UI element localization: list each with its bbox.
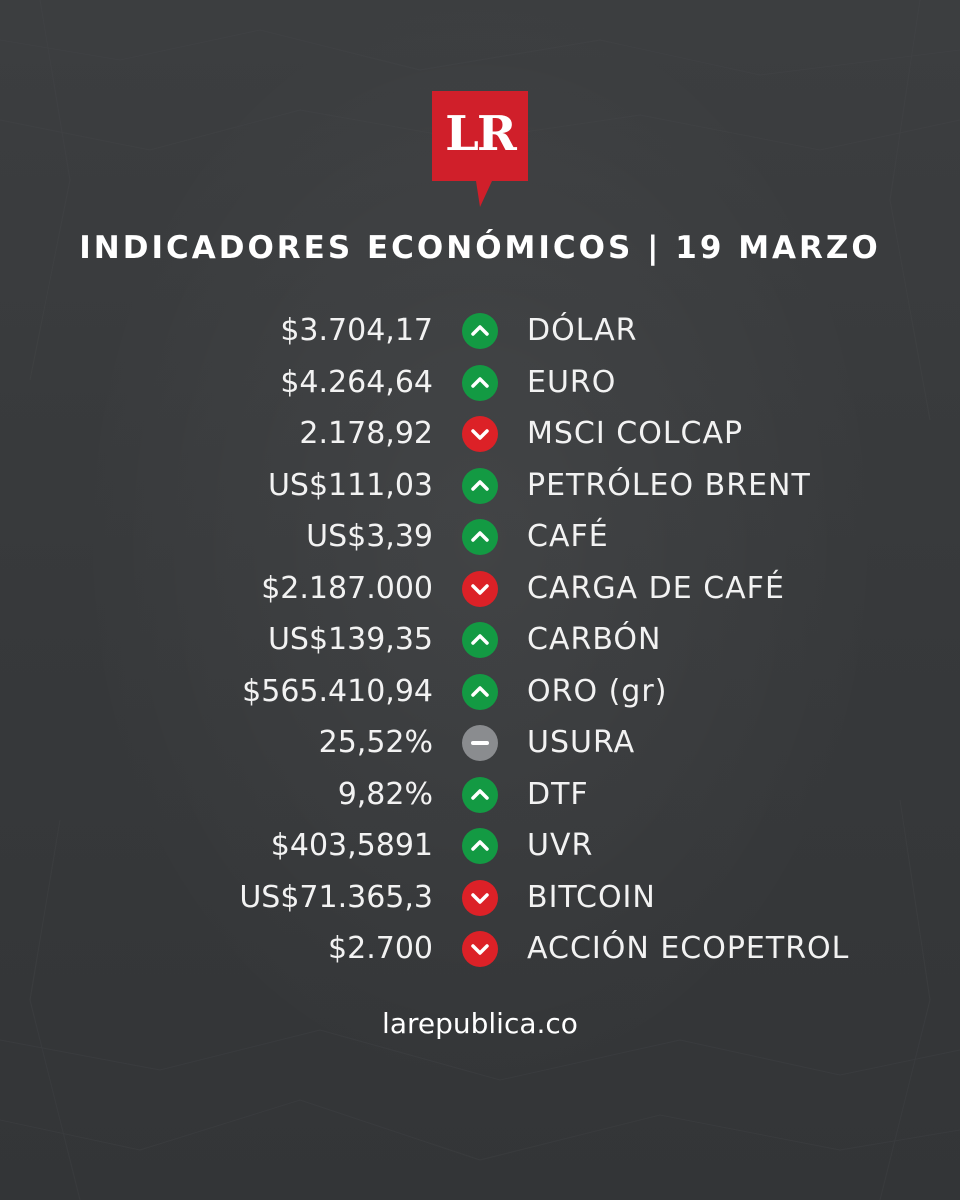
indicator-name: UVR (527, 828, 594, 863)
indicator-value: 25,52% (318, 725, 433, 760)
indicator-row: $3.704,17 DÓLAR (0, 305, 960, 357)
indicator-name: BITCOIN (527, 879, 656, 915)
indicator-row: US$139,35 CARBÓN (0, 614, 960, 666)
arrow-down-icon (462, 879, 498, 916)
indicator-row: 25,52% USURA (0, 717, 960, 769)
indicator-value: $2.187.000 (261, 570, 433, 606)
logo-text: LR (445, 106, 517, 162)
arrow-down-icon (462, 570, 498, 607)
indicator-name: EURO (527, 364, 617, 400)
arrow-down-icon (462, 931, 498, 967)
arrow-up-icon (462, 673, 498, 710)
indicator-name: ORO (gr) (527, 673, 668, 709)
indicator-row: US$3,39 CAFÉ (0, 511, 960, 563)
indicator-value: 2.178,92 (299, 416, 433, 451)
arrow-up-icon (462, 776, 498, 813)
indicator-row: $565.410,94 ORO (gr) (0, 666, 960, 718)
indicator-value: US$111,03 (267, 467, 433, 503)
indicator-value: 9,82% (337, 776, 433, 812)
indicator-row: 9,82% DTF (0, 769, 960, 821)
indicator-name: ACCIÓN ECOPETROL (527, 931, 850, 966)
indicator-row: $403,5891 UVR (0, 820, 960, 872)
indicator-name: MSCI COLCAP (527, 416, 744, 451)
indicator-row: US$71.365,3 BITCOIN (0, 872, 960, 924)
indicator-value: $3.704,17 (280, 313, 433, 348)
indicator-name: USURA (527, 725, 636, 760)
indicator-row: US$111,03 PETRÓLEO BRENT (0, 460, 960, 512)
arrow-up-icon (462, 622, 498, 658)
page-title: INDICADORES ECONÓMICOS | 19 MARZO (79, 230, 881, 266)
arrow-up-icon (462, 364, 498, 401)
arrow-up-icon (462, 313, 498, 349)
indicator-value: US$71.365,3 (239, 879, 433, 915)
indicator-name: CARGA DE CAFÉ (527, 570, 785, 606)
indicator-value: US$139,35 (267, 622, 433, 657)
indicator-row: $4.264,64 EURO (0, 357, 960, 409)
indicator-value: $2.700 (328, 931, 433, 966)
indicator-name: CARBÓN (527, 622, 662, 657)
lr-logo (432, 91, 528, 207)
indicator-name: DTF (527, 776, 589, 812)
arrow-up-icon (462, 519, 498, 555)
indicator-row: $2.187.000 CARGA DE CAFÉ (0, 563, 960, 615)
indicator-name: PETRÓLEO BRENT (527, 467, 811, 503)
indicator-value: US$3,39 (306, 519, 433, 554)
indicator-value: $565.410,94 (242, 673, 433, 709)
arrow-down-icon (462, 416, 498, 452)
indicator-value: $403,5891 (270, 828, 433, 863)
indicator-row: $2.700 ACCIÓN ECOPETROL (0, 923, 960, 975)
indicator-name: CAFÉ (527, 519, 609, 554)
indicator-name: DÓLAR (527, 313, 638, 348)
arrow-up-icon (462, 828, 498, 864)
indicator-row: 2.178,92 MSCI COLCAP (0, 408, 960, 460)
website-url: larepublica.co (382, 1007, 578, 1040)
indicator-value: $4.264,64 (280, 364, 433, 400)
indicator-list: $3.704,17 DÓLAR $4.264,64 EURO 2.178,92 MSCI … (0, 305, 960, 975)
arrow-up-icon (462, 467, 498, 504)
dash-icon (462, 725, 498, 761)
